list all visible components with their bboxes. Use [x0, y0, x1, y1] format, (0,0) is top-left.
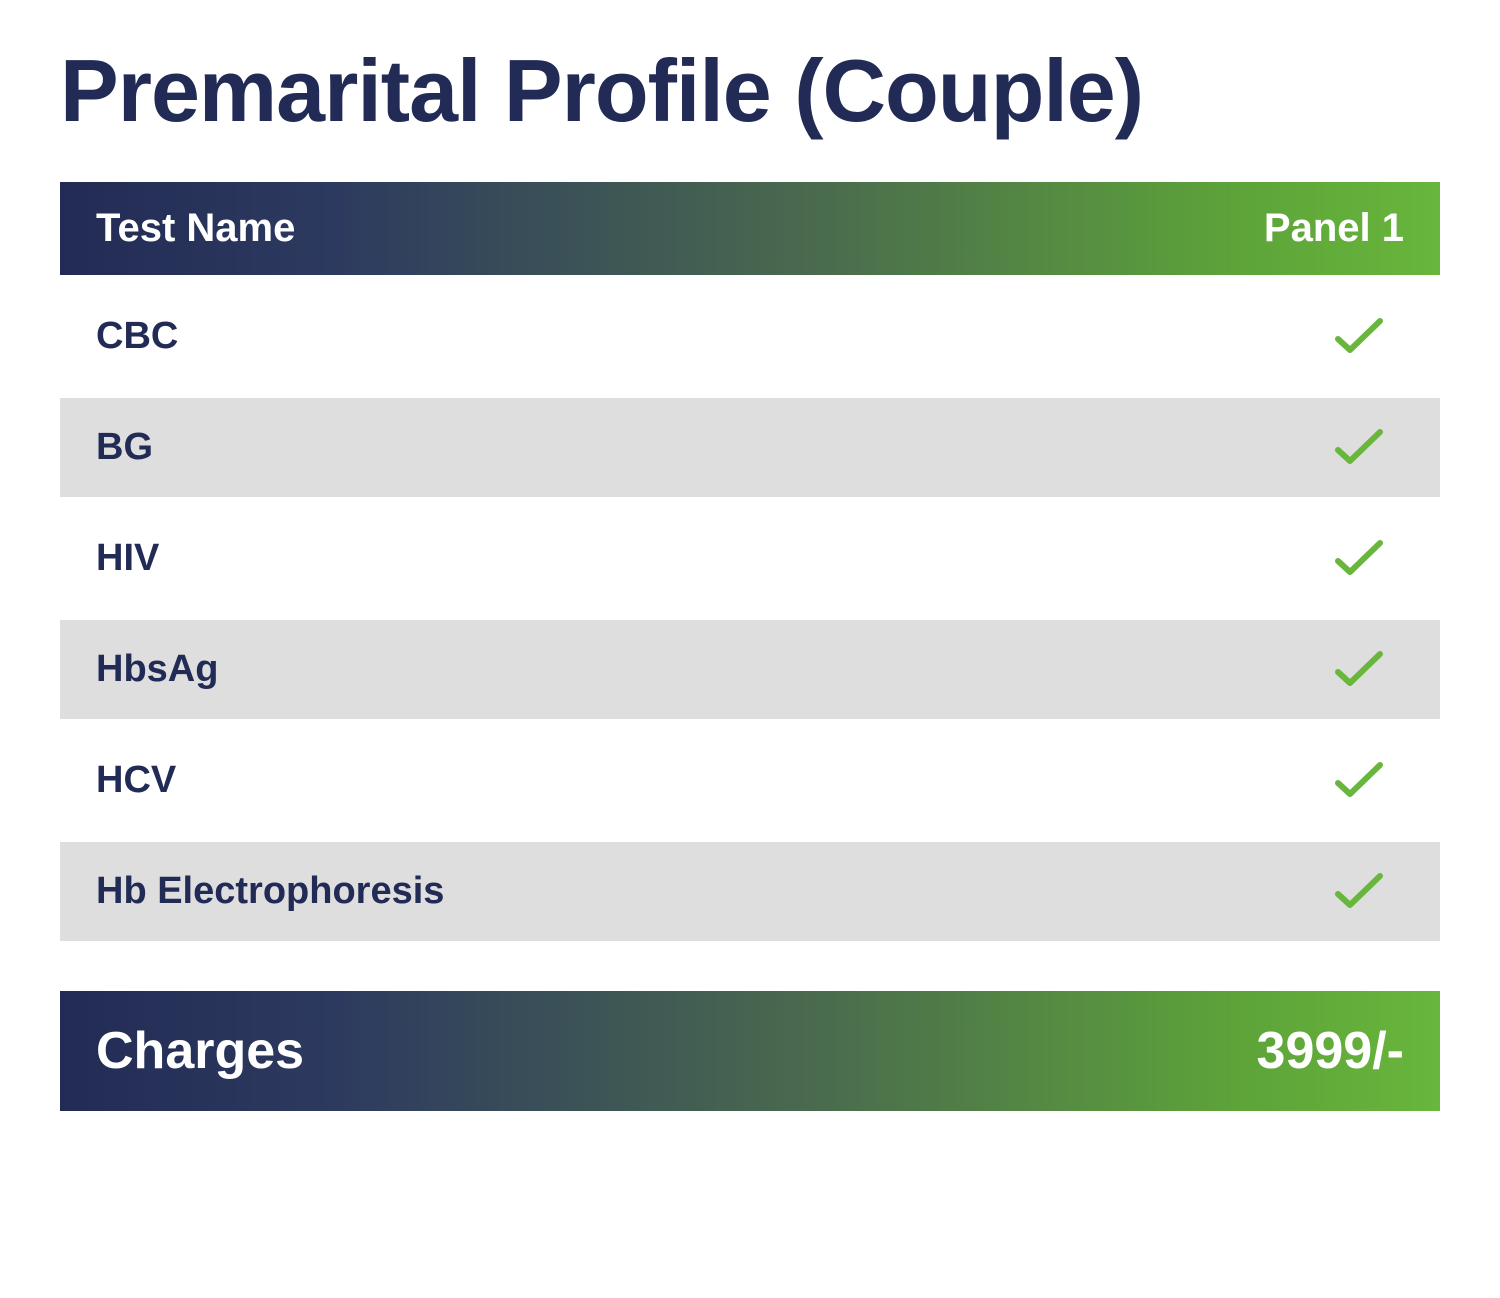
table-header-row: Test Name Panel 1: [60, 182, 1440, 275]
table-row: HIV: [60, 509, 1440, 608]
header-panel: Panel 1: [1264, 206, 1404, 251]
check-cell: [1334, 761, 1404, 801]
check-cell: [1334, 650, 1404, 690]
check-cell: [1334, 428, 1404, 468]
test-name-label: BG: [96, 426, 153, 469]
test-name-label: HIV: [96, 537, 159, 580]
header-test-name: Test Name: [96, 206, 295, 251]
check-icon: [1334, 539, 1384, 579]
table-row: Hb Electrophoresis: [60, 842, 1440, 941]
check-cell: [1334, 539, 1404, 579]
charges-value: 3999/-: [1257, 1021, 1404, 1081]
test-name-label: HbsAg: [96, 648, 218, 691]
check-cell: [1334, 872, 1404, 912]
test-name-label: Hb Electrophoresis: [96, 870, 444, 913]
table-row: CBC: [60, 287, 1440, 386]
tests-table: Test Name Panel 1 CBC BG HIV HbsAg: [60, 182, 1440, 941]
page-title: Premarital Profile (Couple): [60, 40, 1440, 142]
check-icon: [1334, 650, 1384, 690]
test-name-label: CBC: [96, 315, 178, 358]
check-cell: [1334, 317, 1404, 357]
test-name-label: HCV: [96, 759, 176, 802]
charges-label: Charges: [96, 1021, 304, 1081]
table-row: HCV: [60, 731, 1440, 830]
table-row: HbsAg: [60, 620, 1440, 719]
check-icon: [1334, 872, 1384, 912]
check-icon: [1334, 428, 1384, 468]
table-row: BG: [60, 398, 1440, 497]
check-icon: [1334, 761, 1384, 801]
check-icon: [1334, 317, 1384, 357]
charges-bar: Charges 3999/-: [60, 991, 1440, 1111]
